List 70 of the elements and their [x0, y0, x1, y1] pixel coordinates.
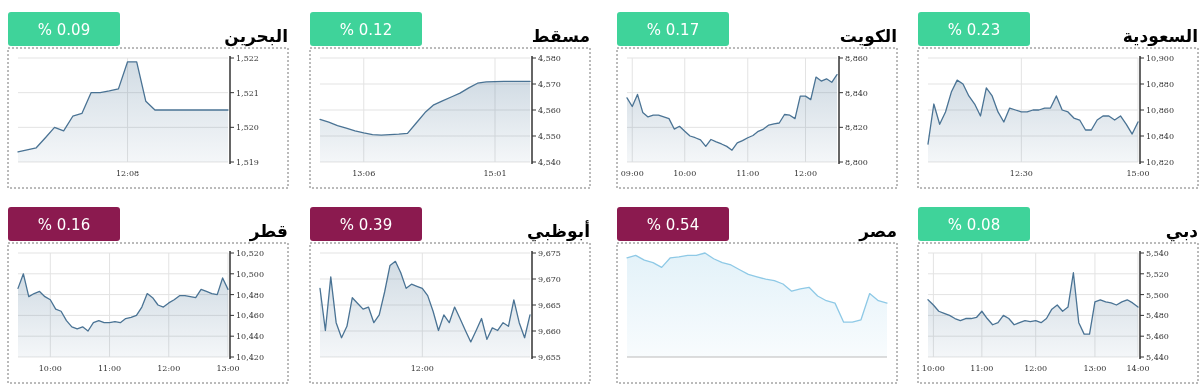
- chart-title: البحرين: [224, 26, 288, 47]
- x-tick-label: 13:00: [1083, 364, 1107, 373]
- x-tick-label: 12:00: [410, 364, 434, 373]
- y-tick-label: 10,420: [236, 353, 264, 362]
- x-tick-label: 11:00: [736, 169, 760, 178]
- y-tick-label: 1,521: [236, 88, 259, 98]
- chart-subtitle: % 0.17: [646, 21, 700, 39]
- chart-title: الكويت: [839, 26, 897, 47]
- chart-title: مصر: [858, 221, 897, 242]
- y-tick-label: 4,570: [538, 80, 561, 89]
- chart-title: مسقط: [531, 26, 590, 46]
- x-tick-label: 12:00: [157, 364, 181, 373]
- x-tick-label: 14:00: [1126, 364, 1150, 373]
- x-tick-label: 12:00: [1024, 364, 1048, 373]
- y-tick-label: 10,840: [1146, 132, 1174, 141]
- x-tick-label: 10:00: [921, 364, 945, 373]
- chart-subtitle: % 0.54: [646, 216, 700, 234]
- y-tick-label: 4,540: [538, 158, 561, 167]
- x-tick-label: 12:08: [116, 169, 140, 178]
- x-tick-label: 11:00: [98, 364, 122, 373]
- y-tick-label: 8,860: [845, 54, 868, 63]
- y-tick-label: 9,660: [538, 327, 561, 336]
- y-tick-label: 9,665: [538, 301, 561, 310]
- y-tick-label: 5,520: [1146, 269, 1169, 279]
- y-tick-label: 9,655: [538, 353, 561, 362]
- y-tick-label: 5,460: [1146, 332, 1169, 342]
- chart-title: السعودية: [1122, 26, 1198, 47]
- y-tick-label: 10,480: [236, 290, 264, 300]
- y-tick-label: 10,880: [1146, 80, 1174, 89]
- y-tick-label: 8,820: [845, 123, 868, 133]
- y-tick-label: 5,440: [1146, 353, 1169, 362]
- x-tick-label: 13:06: [352, 169, 376, 178]
- text: قطر: [248, 221, 288, 242]
- chart-subtitle: % 0.39: [339, 216, 393, 234]
- y-tick-label: 4,580: [538, 54, 561, 63]
- chart-subtitle: % 0.09: [37, 21, 91, 39]
- chart-subtitle: % 0.16: [37, 216, 91, 234]
- y-tick-label: 9,670: [538, 275, 561, 284]
- text: دبي: [1165, 221, 1199, 242]
- y-tick-label: 5,500: [1146, 290, 1169, 300]
- y-tick-label: 10,500: [236, 269, 264, 279]
- chart-title: أبوظبي: [526, 220, 590, 242]
- x-tick-label: 10:00: [673, 169, 697, 178]
- chart-subtitle: % 0.08: [947, 216, 1001, 234]
- y-tick-label: 5,480: [1146, 311, 1169, 321]
- y-tick-label: 8,800: [845, 158, 868, 167]
- y-tick-label: 8,840: [845, 88, 868, 98]
- y-tick-label: 10,860: [1146, 106, 1174, 115]
- chart-subtitle: % 0.23: [947, 21, 1001, 39]
- x-tick-label: 09:00: [620, 169, 644, 178]
- y-tick-label: 10,460: [236, 311, 264, 321]
- x-tick-label: 15:01: [483, 169, 507, 178]
- x-tick-label: 11:00: [970, 364, 994, 373]
- y-tick-label: 1,519: [236, 158, 259, 167]
- y-tick-label: 9,675: [538, 249, 561, 258]
- x-tick-label: 12:00: [793, 169, 818, 178]
- y-tick-label: 4,560: [538, 106, 561, 115]
- chart-subtitle: % 0.12: [339, 21, 393, 39]
- y-tick-label: 10,900: [1146, 54, 1174, 63]
- y-tick-label: 4,550: [538, 132, 561, 141]
- y-tick-label: 10,520: [236, 249, 264, 258]
- y-tick-label: 10,440: [236, 332, 264, 342]
- x-tick-label: 12:30: [1009, 169, 1033, 178]
- y-tick-label: 5,540: [1146, 249, 1169, 258]
- y-tick-label: 1,522: [236, 54, 259, 63]
- x-tick-label: 13:00: [216, 364, 240, 373]
- y-tick-label: 10,820: [1146, 158, 1174, 167]
- y-tick-label: 1,520: [236, 123, 259, 133]
- x-tick-label: 15:00: [1126, 169, 1150, 178]
- x-tick-label: 10:00: [38, 364, 62, 373]
